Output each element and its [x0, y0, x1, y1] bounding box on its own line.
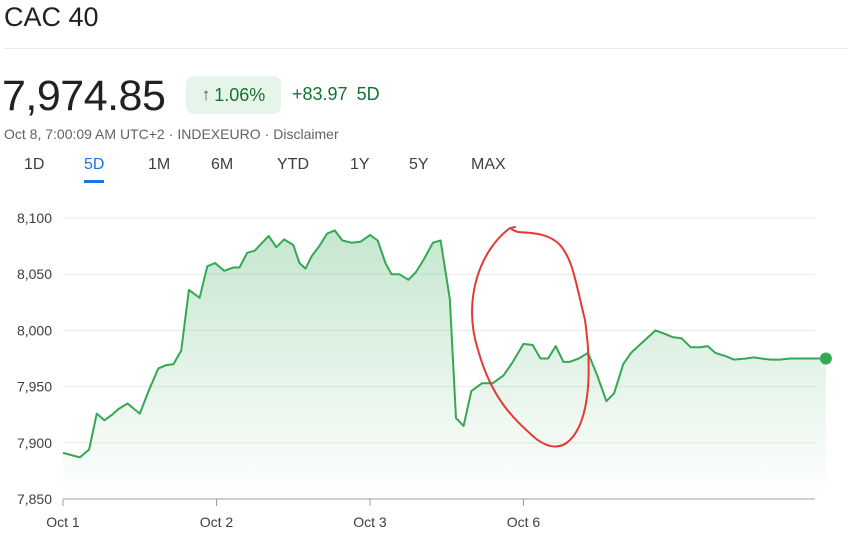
- meta-separator: ·: [168, 126, 174, 142]
- quote-timestamp: Oct 8, 7:00:09 AM UTC+2: [4, 126, 165, 142]
- x-axis: Oct 1 Oct 2 Oct 3 Oct 6: [46, 499, 540, 530]
- series-area: [63, 230, 826, 499]
- tab-5d[interactable]: 5D: [84, 156, 105, 183]
- change-value: +83.97: [292, 84, 348, 104]
- change-percent: 1.06%: [214, 84, 266, 105]
- tab-5y[interactable]: 5Y: [409, 156, 429, 173]
- tab-1m[interactable]: 1M: [148, 156, 171, 173]
- arrow-up-icon: ↑: [201, 85, 211, 104]
- exchange-name: INDEXEURO: [177, 126, 261, 142]
- annotation-circle: [471, 226, 590, 448]
- tab-1y[interactable]: 1Y: [350, 156, 370, 173]
- y-tick-label: 8,050: [17, 266, 52, 282]
- x-tick-label: Oct 2: [200, 514, 234, 530]
- header-divider: [4, 48, 848, 49]
- current-price: 7,974.85: [2, 72, 166, 120]
- tab-max[interactable]: MAX: [471, 156, 506, 173]
- quote-meta: Oct 8, 7:00:09 AM UTC+2 · INDEXEURO · Discla…: [4, 126, 339, 142]
- x-tick-label: Oct 1: [46, 514, 80, 530]
- tab-6m[interactable]: 6M: [211, 156, 234, 173]
- last-point-marker: [819, 352, 832, 365]
- tab-ytd[interactable]: YTD: [277, 156, 309, 173]
- chart-series: [62, 229, 832, 499]
- y-tick-label: 8,000: [17, 322, 52, 338]
- y-tick-label: 8,100: [17, 210, 52, 226]
- y-tick-label: 7,850: [17, 491, 52, 507]
- x-tick-label: Oct 3: [353, 514, 387, 530]
- index-title: CAC 40: [4, 2, 99, 32]
- change-percent-badge: ↑ 1.06%: [186, 76, 281, 114]
- meta-separator: ·: [264, 126, 270, 142]
- series-line: [62, 229, 826, 459]
- y-tick-label: 7,950: [17, 379, 52, 395]
- tab-1d[interactable]: 1D: [24, 156, 45, 173]
- disclaimer-link[interactable]: Disclaimer: [273, 126, 339, 142]
- y-axis: 7,850 7,900 7,950 8,000 8,050 8,100: [17, 210, 52, 507]
- y-tick-label: 7,900: [17, 435, 52, 451]
- chart-annotation: [471, 226, 590, 448]
- x-tick-label: Oct 6: [507, 514, 541, 530]
- change-summary: +83.97 5D: [292, 84, 380, 105]
- change-period: 5D: [356, 84, 380, 104]
